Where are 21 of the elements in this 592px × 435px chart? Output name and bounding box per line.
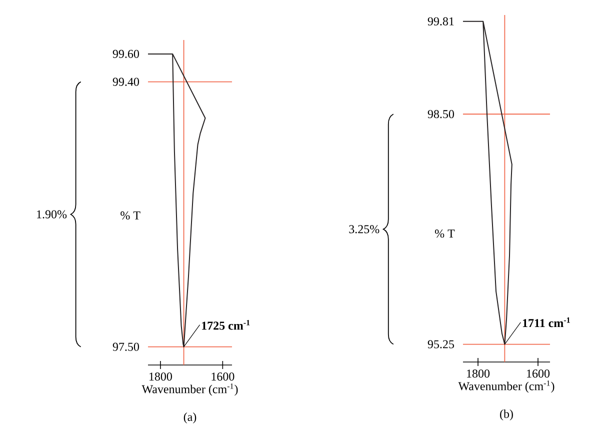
x-tick-label: 1800 xyxy=(149,372,172,381)
line-series xyxy=(462,20,512,345)
y-tick-label: 99.60 xyxy=(112,50,140,58)
y-axis-title: % T xyxy=(434,230,455,238)
x-tick-label: 1800 xyxy=(467,370,490,378)
x-axis-title: Wavenumber (cm$^{-1}$) xyxy=(458,380,554,393)
text: (b) xyxy=(500,410,513,420)
x-tick-label: 1600 xyxy=(212,372,234,381)
y-tick-label: 95.25 xyxy=(428,340,454,348)
annotation: 1725 cm$^{-1}$ xyxy=(202,320,250,330)
y-tick-label: 98.50 xyxy=(428,110,454,118)
y-tick-label: 99.40 xyxy=(112,78,140,86)
y-axis-title: % T xyxy=(120,211,140,220)
y-tick-label: 99.81 xyxy=(428,17,454,26)
x-tick-label: 1600 xyxy=(527,370,550,378)
x-axis-title: Wavenumber (cm$^{-1}$) xyxy=(142,383,238,396)
text: (a) xyxy=(184,412,196,424)
text: 1.90% xyxy=(37,210,67,218)
text: 3.25% xyxy=(349,225,380,234)
annotation: 1711 cm$^{-1}$ xyxy=(522,317,570,328)
y-tick-label: 97.50 xyxy=(112,342,140,351)
